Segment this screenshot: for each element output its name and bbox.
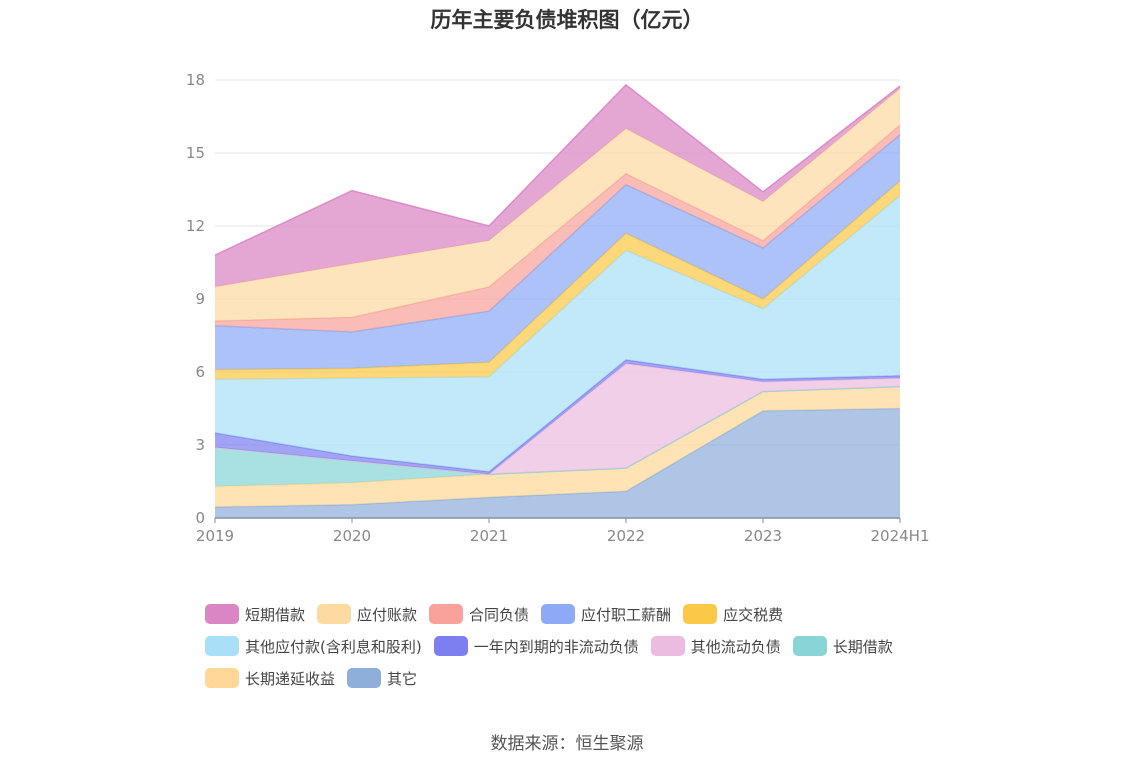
legend-label: 一年内到期的非流动负债 [473,637,639,656]
series-area [215,88,900,321]
x-tick-label: 2022 [607,527,645,545]
series-line [214,83,901,256]
legend-swatch [429,604,464,624]
legend-item-taxes-payable[interactable]: 应交税费 [683,604,783,625]
y-tick-label: 6 [195,363,205,381]
chart-legend: 短期借款 应付账款 合同负债 应付职工薪酬 应交税费 其他应付款(含利息和股利)… [205,598,965,694]
legend-label: 其它 [387,669,418,688]
legend-swatch [792,636,827,656]
legend-item-other[interactable]: 其它 [347,668,417,689]
y-tick-label: 15 [186,144,205,162]
y-tick-label: 0 [195,509,205,527]
x-tick-label: 2024H1 [871,527,930,545]
legend-swatch [347,668,382,688]
y-tick-label: 9 [195,290,205,308]
legend-item-other-payables[interactable]: 其他应付款(含利息和股利) [205,636,422,657]
x-tick-label: 2021 [470,527,508,545]
chart-title: 历年主要负债堆积图（亿元） [430,8,704,32]
legend-label: 应付职工薪酬 [581,605,672,624]
series-line [214,87,901,288]
legend-label: 短期借款 [245,605,306,624]
x-tick-label: 2019 [196,527,234,545]
legend-row-1: 短期借款 应付账款 合同负债 应付职工薪酬 应交税费 [205,598,965,630]
legend-label: 其他流动负债 [690,637,781,656]
legend-label: 应付账款 [357,605,418,624]
series-area [215,134,900,370]
legend-label: 其他应付款(含利息和股利) [245,637,422,656]
legend-swatch [541,604,576,624]
legend-label: 长期递延收益 [245,669,336,688]
legend-swatch [650,636,685,656]
legend-item-accounts-payable[interactable]: 应付账款 [317,604,417,625]
series-area [215,408,900,518]
legend-swatch [317,604,352,624]
x-tick-label: 2020 [333,527,371,545]
legend-row-3: 长期递延收益 其它 [205,662,965,694]
y-tick-label: 18 [186,71,205,89]
series-area [215,84,900,287]
x-tick-label: 2023 [744,527,782,545]
y-tick-label: 12 [186,217,205,235]
legend-swatch [683,604,718,624]
legend-item-payroll-payable[interactable]: 应付职工薪酬 [541,604,671,625]
legend-item-long-term-loan[interactable]: 长期借款 [792,636,893,657]
legend-item-other-current-liabilities[interactable]: 其他流动负债 [650,636,781,657]
series-area [215,359,900,475]
legend-swatch [205,668,239,688]
series-area [215,386,900,508]
legend-item-short-term-loan[interactable]: 短期借款 [205,604,305,625]
legend-label: 合同负债 [469,605,530,624]
legend-item-contract-liabilities[interactable]: 合同负债 [429,604,529,625]
legend-item-current-portion-noncurrent[interactable]: 一年内到期的非流动负债 [433,636,639,657]
legend-swatch [433,636,468,656]
series-area [215,195,900,472]
legend-label: 应交税费 [723,605,784,624]
legend-item-deferred-income[interactable]: 长期递延收益 [205,668,335,689]
y-tick-label: 3 [195,436,205,454]
legend-row-2: 其他应付款(含利息和股利) 一年内到期的非流动负债 其他流动负债 长期借款 [205,630,965,662]
source-note: 数据来源：恒生聚源 [490,734,644,754]
legend-label: 长期借款 [832,637,893,656]
legend-swatch [205,636,239,656]
legend-swatch [205,604,239,624]
series-area [215,386,900,487]
